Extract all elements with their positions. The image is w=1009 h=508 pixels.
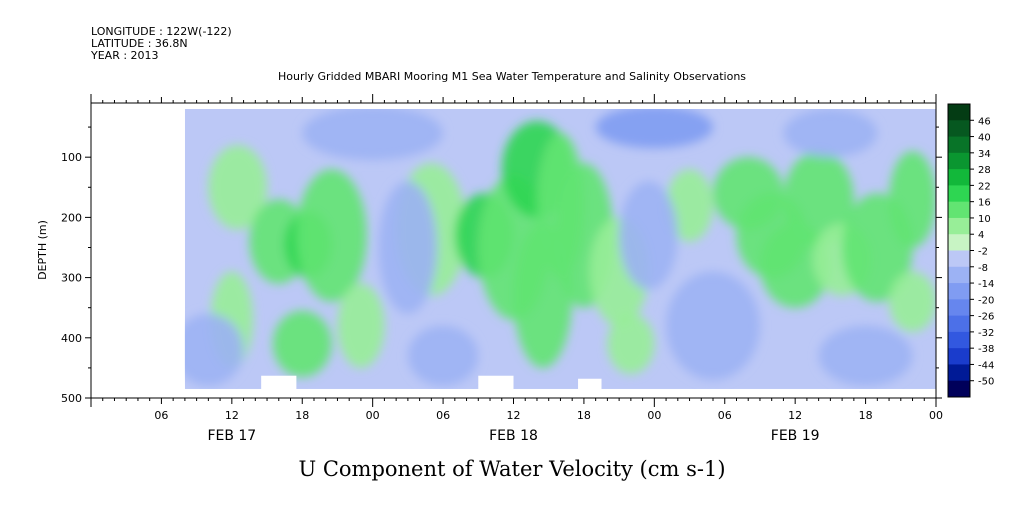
y-axis-label: DEPTH (m) — [36, 220, 49, 280]
heatmap-field — [184, 109, 936, 389]
x-tick-label: 00 — [929, 409, 943, 422]
y-tick-label: 400 — [61, 332, 82, 345]
colorbar-swatch — [948, 120, 970, 138]
colorbar-label: 4 — [978, 230, 984, 241]
x-tick-label: 18 — [577, 409, 591, 422]
x-tick-label: 12 — [225, 409, 239, 422]
heatmap-blob — [666, 271, 760, 380]
x-tick-label: 12 — [788, 409, 802, 422]
heatmap-blob — [407, 325, 479, 386]
heatmap-blob — [208, 145, 268, 230]
data-gap — [261, 375, 297, 390]
colorbar-swatch — [948, 169, 970, 186]
colorbar-swatch — [948, 299, 970, 317]
heatmap-blob — [619, 181, 678, 290]
heatmap-blob — [889, 271, 936, 332]
x-axis: 06 12 18 00 06 12 18 00 06 12 18 00 — [90, 94, 943, 422]
x-tick-label: 00 — [647, 409, 661, 422]
colorbar-label: -44 — [978, 360, 994, 371]
day-labels: FEB 17 FEB 18 FEB 19 — [207, 428, 819, 444]
heatmap-blob — [184, 313, 244, 386]
colorbar-swatch — [948, 136, 970, 154]
colorbar-label: -20 — [978, 295, 994, 306]
colorbar-swatch — [948, 185, 970, 203]
day-label: FEB 18 — [489, 428, 538, 444]
heatmap-blob — [378, 181, 438, 314]
colorbar-label: 40 — [978, 133, 991, 144]
colorbar-label: 46 — [978, 116, 991, 127]
colorbar-swatch — [948, 266, 970, 284]
colorbar-label: -32 — [978, 328, 994, 339]
colorbar-swatch — [948, 380, 970, 398]
colorbar-swatch — [948, 283, 970, 300]
x-tick-label: 06 — [154, 409, 168, 422]
colorbar-swatch — [948, 234, 970, 251]
longitude-label: LONGITUDE : 122W(-122) — [91, 25, 232, 38]
colorbar: 46 40 34 28 22 16 10 4 -2 -8 -14 -20 -26 -32 -38 -44 -50 — [947, 103, 994, 398]
y-tick-label: 100 — [61, 151, 82, 164]
heatmap-blob — [783, 109, 878, 158]
colorbar-swatch — [948, 348, 970, 365]
colorbar-swatch — [948, 364, 970, 382]
data-gap — [478, 375, 514, 390]
colorbar-swatch — [948, 315, 970, 333]
colorbar-label: -8 — [978, 263, 988, 274]
colorbar-swatch — [948, 250, 970, 268]
colorbar-swatch — [948, 104, 970, 121]
heatmap-blob — [296, 169, 367, 302]
day-label: FEB 17 — [207, 428, 256, 444]
heatmap-blob — [595, 109, 713, 149]
colorbar-label: -14 — [978, 279, 994, 290]
colorbar-label: 34 — [978, 149, 991, 160]
x-tick-label: 00 — [366, 409, 380, 422]
colorbar-swatch — [948, 217, 970, 235]
x-tick-label: 12 — [507, 409, 521, 422]
y-tick-label: 200 — [61, 211, 82, 224]
x-tick-label: 06 — [436, 409, 450, 422]
heatmap-blob — [818, 325, 913, 386]
heatmap-blob — [272, 310, 332, 377]
y-tick-label: 300 — [61, 272, 82, 285]
colorbar-swatch — [948, 201, 970, 219]
day-label: FEB 19 — [771, 428, 820, 444]
chart-subtitle: U Component of Water Velocity (cm s-1) — [298, 457, 725, 481]
colorbar-label: -2 — [978, 247, 988, 258]
data-gap — [578, 378, 602, 390]
x-tick-label: 06 — [718, 409, 732, 422]
heatmap-blob — [302, 109, 444, 161]
heatmap-blob — [337, 283, 385, 368]
colorbar-label: 10 — [978, 214, 991, 225]
x-tick-label: 18 — [859, 409, 873, 422]
colorbar-label: 16 — [978, 198, 991, 209]
missing-data-gaps — [261, 375, 602, 390]
year-label: YEAR : 2013 — [90, 49, 159, 62]
colorbar-label: 28 — [978, 165, 991, 176]
colorbar-label: 22 — [978, 181, 991, 192]
y-tick-label: 500 — [61, 392, 82, 405]
heatmap-blob — [666, 169, 714, 242]
colorbar-label: -38 — [978, 344, 994, 355]
colorbar-label: -26 — [978, 312, 994, 323]
y-axis: 100 200 300 400 500 — [61, 126, 942, 405]
colorbar-swatch — [948, 331, 970, 349]
chart-title: Hourly Gridded MBARI Mooring M1 Sea Wate… — [278, 70, 746, 83]
heatmap-blob — [607, 313, 655, 374]
colorbar-swatch — [948, 152, 970, 170]
colorbar-label: -50 — [978, 377, 994, 388]
heatmap-blob — [889, 151, 936, 248]
latitude-label: LATITUDE : 36.8N — [91, 37, 188, 50]
heatmap-blob — [783, 151, 854, 248]
x-tick-label: 18 — [295, 409, 309, 422]
